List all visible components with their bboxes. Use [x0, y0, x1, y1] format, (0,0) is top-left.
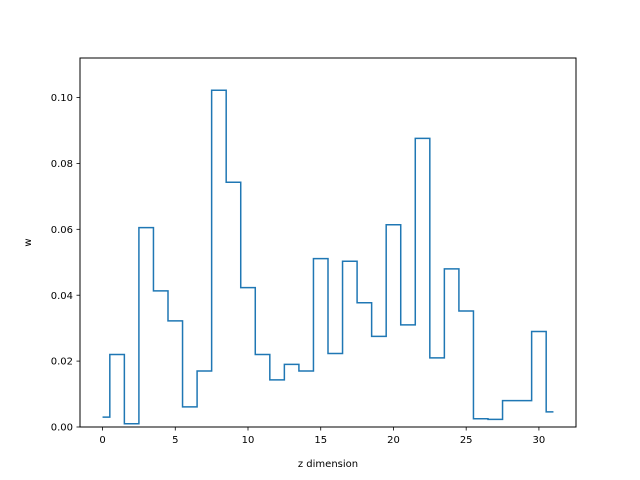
x-tick-label: 5 [172, 435, 178, 446]
y-tick-label: 0.10 [51, 93, 73, 104]
axes-frame [79, 57, 577, 428]
plot-area [102, 89, 554, 425]
y-tick-label: 0.06 [51, 225, 73, 236]
y-tick-label: 0.02 [51, 357, 73, 368]
series-step-line [102, 89, 554, 425]
y-tick-label: 0.00 [51, 423, 73, 434]
x-axis-label: z dimension [298, 459, 358, 470]
x-tick-label: 30 [533, 435, 546, 446]
x-tick-label: 20 [387, 435, 400, 446]
x-tick-label: 0 [99, 435, 105, 446]
x-tick-label: 15 [314, 435, 327, 446]
y-tick-label: 0.08 [51, 159, 73, 170]
y-axis-label: w [23, 238, 34, 246]
x-tick-label: 25 [460, 435, 473, 446]
y-tick-label: 0.04 [51, 291, 73, 302]
axis-ticks: 0 5 10 15 20 25 30 0.00 0.02 0.04 0.06 0.08 0.10 [51, 93, 546, 446]
x-tick-label: 10 [242, 435, 255, 446]
